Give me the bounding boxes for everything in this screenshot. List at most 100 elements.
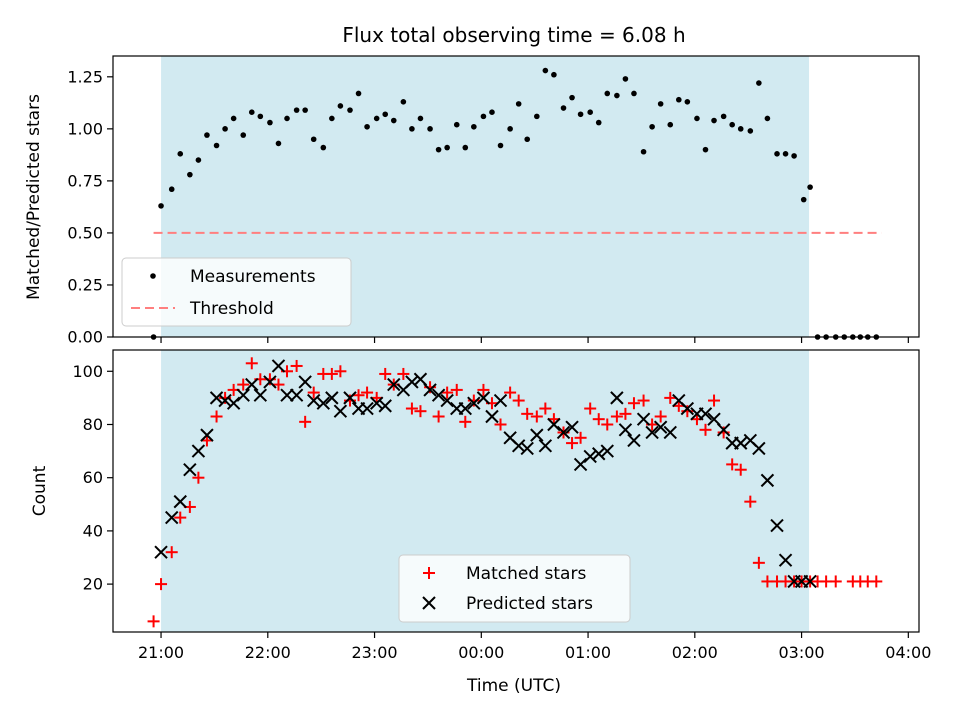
measurement-point xyxy=(382,111,389,118)
top-y-ticks: 0.00 0.25 0.50 0.75 1.00 1.25 xyxy=(67,67,113,347)
predicted-star-point xyxy=(556,425,571,440)
measurement-point xyxy=(684,98,691,105)
matched-star-point xyxy=(494,418,507,431)
predicted-star-point xyxy=(369,396,384,410)
bottom-plot-frame xyxy=(112,349,920,633)
matched-star-point xyxy=(592,413,605,426)
predicted-star-point xyxy=(698,407,713,421)
predicted-star-point xyxy=(343,391,357,405)
matched-star-point xyxy=(210,410,223,423)
measurement-point xyxy=(257,113,264,120)
measurement-point xyxy=(373,115,380,122)
top-legend: Measurements Threshold xyxy=(121,257,352,327)
measurement-point xyxy=(480,113,487,120)
top-legend-box xyxy=(121,257,352,327)
bottom-y-tick-label: 100 xyxy=(72,362,103,381)
predicted-star-point xyxy=(289,388,304,402)
measurement-point xyxy=(622,76,629,82)
matched-star-point xyxy=(432,410,445,423)
predicted-star-point xyxy=(298,375,312,389)
measurement-point xyxy=(168,186,175,193)
measurement-point xyxy=(676,96,682,103)
matched-star-point xyxy=(829,575,842,588)
bottom-y-tick-label: 60 xyxy=(83,468,103,487)
matched-star-point xyxy=(174,511,187,524)
matched-star-point xyxy=(726,458,739,471)
measurement-point xyxy=(577,111,584,118)
matched-star-point xyxy=(352,389,365,402)
matched-star-point xyxy=(744,495,757,508)
predicted-star-point xyxy=(520,441,534,456)
predicted-star-point xyxy=(627,433,641,448)
predicted-star-point xyxy=(173,494,187,509)
measurement-point xyxy=(756,80,762,86)
matched-star-point xyxy=(245,357,258,370)
matched-star-point xyxy=(290,359,303,372)
predicted-star-point xyxy=(493,393,508,408)
matched-star-point xyxy=(619,407,632,420)
measurement-point xyxy=(595,119,602,126)
measurement-point xyxy=(471,123,477,130)
legend-predicted-label: Predicted stars xyxy=(466,594,593,614)
legend-predicted-marker xyxy=(422,596,436,610)
measurement-point xyxy=(694,115,700,122)
matched-star-point xyxy=(272,378,285,391)
matched-star-point xyxy=(414,405,427,418)
measurement-point xyxy=(569,94,575,101)
measurement-point xyxy=(720,113,727,120)
matched-star-point xyxy=(521,407,534,420)
measurement-point xyxy=(275,140,282,147)
measurement-point xyxy=(213,142,220,149)
matched-star-point xyxy=(379,367,392,380)
measurement-point xyxy=(614,92,620,99)
measurement-points xyxy=(150,67,880,340)
predicted-star-point xyxy=(583,449,597,464)
predicted-star-point xyxy=(325,391,339,405)
matched-star-point xyxy=(699,423,712,436)
measurement-point xyxy=(774,151,780,157)
measurement-point xyxy=(284,115,290,122)
measurement-point xyxy=(462,144,469,151)
predicted-star-point xyxy=(333,404,348,418)
predicted-star-point xyxy=(236,388,250,402)
measurement-point xyxy=(737,126,744,132)
measurement-point xyxy=(587,109,593,115)
predicted-star-point xyxy=(226,396,241,410)
top-y-tick-label: 0.50 xyxy=(67,223,103,242)
measurement-point xyxy=(507,126,513,132)
predicted-star-point xyxy=(618,423,633,437)
measurement-point xyxy=(435,146,442,153)
predicted-star-point xyxy=(263,375,277,389)
matched-star-point xyxy=(539,402,552,415)
predicted-star-point xyxy=(154,545,168,559)
predicted-star-point xyxy=(316,396,331,410)
matched-star-point xyxy=(192,471,205,484)
chart-title: Flux total observing time = 6.08 h xyxy=(342,23,685,47)
matched-star-point xyxy=(361,386,374,399)
x-tick-label: 01:00 xyxy=(565,643,611,662)
measurement-point xyxy=(524,136,531,143)
legend-measurements-label: Measurements xyxy=(190,267,316,287)
predicted-star-point xyxy=(209,391,224,405)
predicted-star-point xyxy=(467,396,481,410)
measurement-point xyxy=(667,121,674,128)
measurement-point xyxy=(640,148,647,155)
predicted-star-point xyxy=(387,377,401,392)
legend-matched-marker xyxy=(423,567,435,579)
bottom-y-ticks: 20 40 60 80 100 xyxy=(72,362,113,594)
x-tick-label: 04:00 xyxy=(885,643,931,662)
measurement-point xyxy=(542,67,549,74)
bottom-panel: 20 40 60 80 100 21:00 22:00 23:00 00:00 01:00 02:… xyxy=(30,349,931,696)
predicted-star-point xyxy=(306,393,321,408)
x-tick-label: 22:00 xyxy=(245,643,291,662)
predicted-star-point xyxy=(431,388,446,402)
matched-star-point xyxy=(512,394,525,407)
measurement-point xyxy=(240,132,247,138)
matched-star-point xyxy=(654,410,667,423)
predicted-star-point xyxy=(191,444,206,458)
measurement-point xyxy=(177,151,184,157)
bottom-y-tick-label: 80 xyxy=(83,415,103,434)
measurement-point xyxy=(453,121,460,128)
predicted-star-point xyxy=(485,409,499,424)
measurement-point xyxy=(409,126,415,132)
